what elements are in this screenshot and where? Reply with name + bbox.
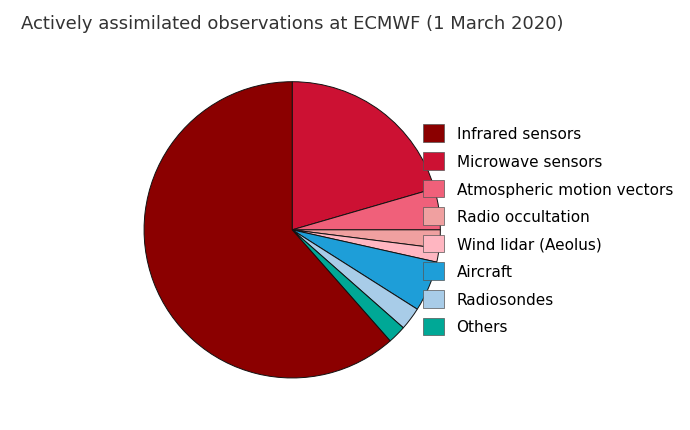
Wedge shape [292,230,404,341]
Wedge shape [292,83,435,230]
Wedge shape [292,230,417,328]
Legend: Infrared sensors, Microwave sensors, Atmospheric motion vectors, Radio occultati: Infrared sensors, Microwave sensors, Atm… [418,121,678,340]
Wedge shape [292,189,440,230]
Wedge shape [144,83,390,378]
Wedge shape [292,230,440,249]
Title: Actively assimilated observations at ECMWF (1 March 2020): Actively assimilated observations at ECM… [21,15,564,33]
Wedge shape [292,230,439,263]
Wedge shape [292,230,437,310]
